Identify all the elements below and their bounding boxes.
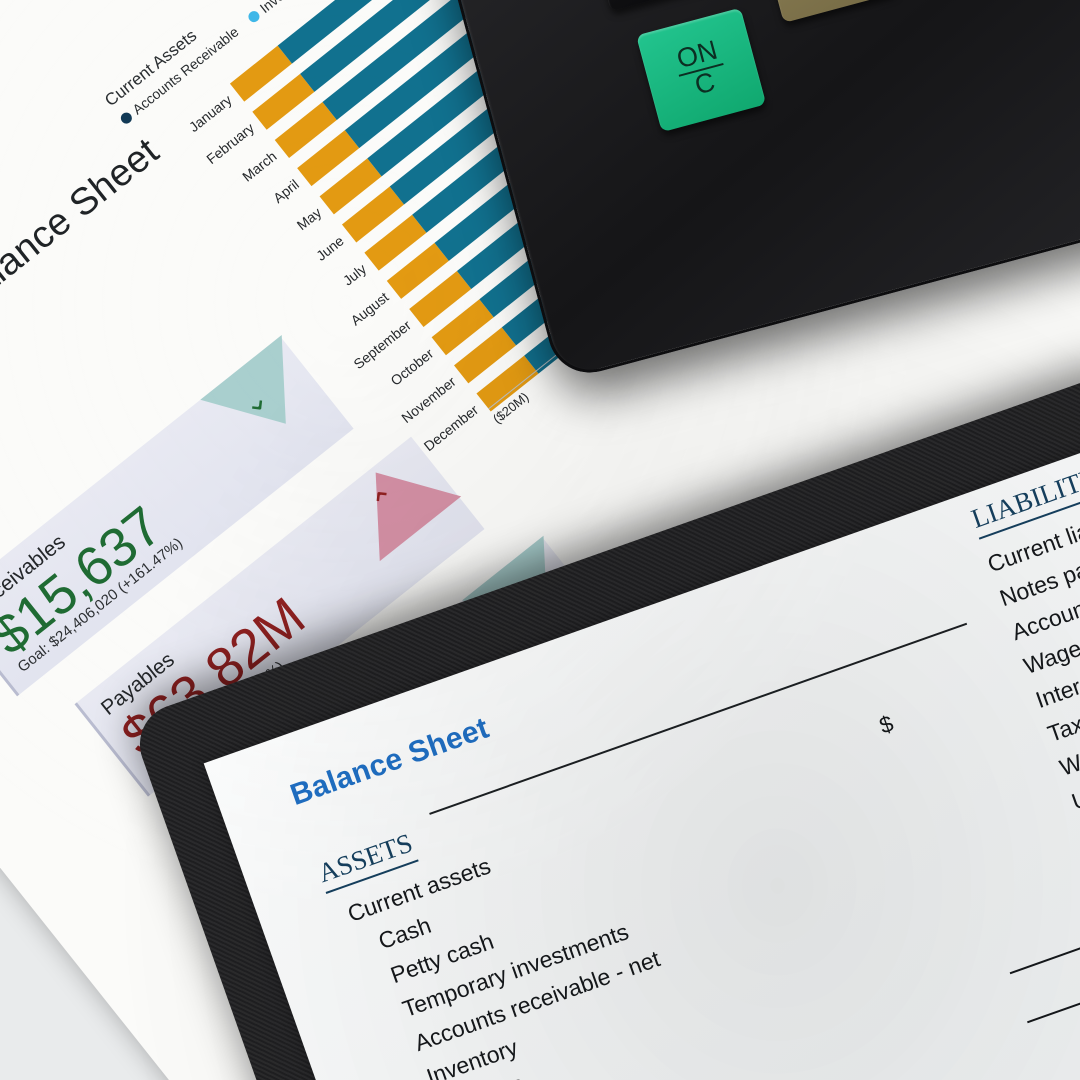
currency-symbol: $ (875, 709, 897, 739)
zero-key[interactable]: 0 (755, 0, 898, 23)
legend-dot-icon (118, 109, 134, 126)
balance-sheet-title: Balance Sheet (286, 711, 494, 812)
dashboard-title: Balance Sheet (0, 130, 167, 320)
ce-key[interactable]: CE (584, 0, 727, 12)
on-c-key[interactable]: ON C (636, 7, 767, 133)
on-c-key-sublabel: C (691, 66, 719, 101)
legend-dot-icon (245, 8, 262, 25)
